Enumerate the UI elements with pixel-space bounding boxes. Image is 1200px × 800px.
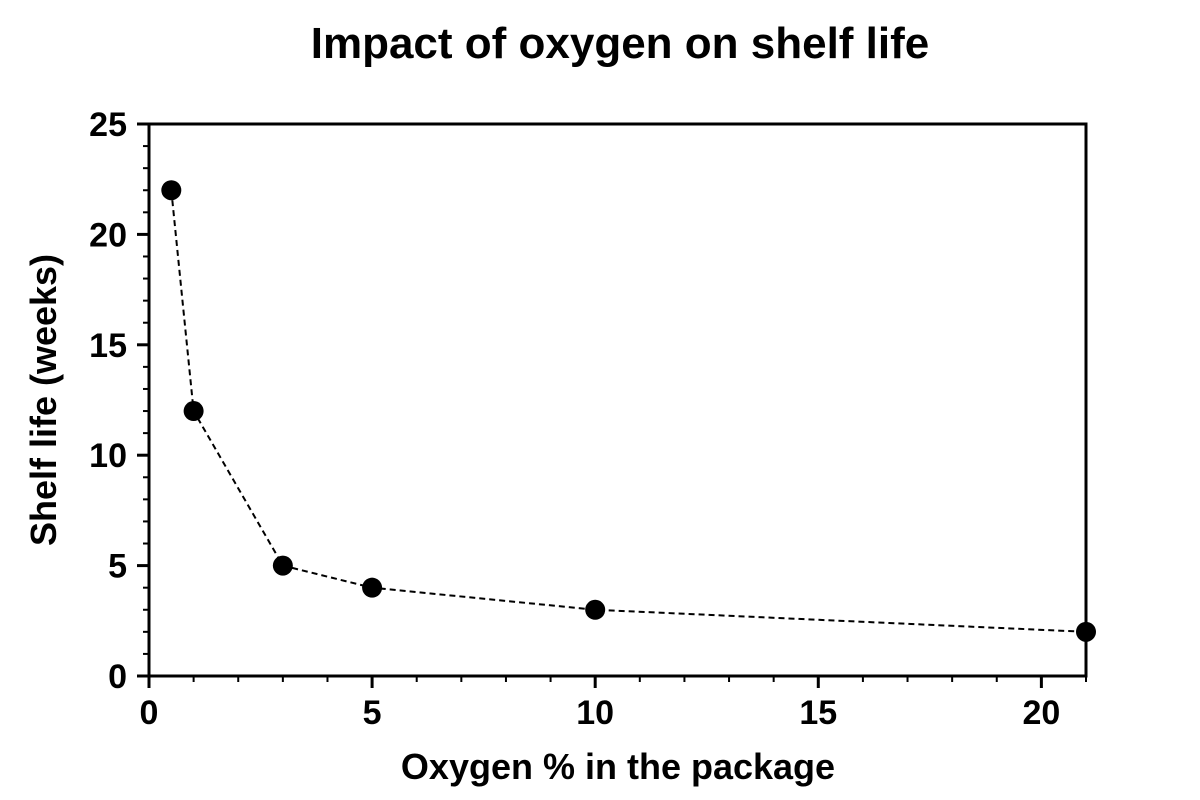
data-point xyxy=(585,599,606,620)
y-tick-label: 5 xyxy=(108,548,127,586)
x-tick-label: 20 xyxy=(1022,694,1060,732)
x-axis-label: Oxygen % in the package xyxy=(401,746,835,787)
plot-frame xyxy=(147,122,1088,678)
minor-ticks xyxy=(143,145,1087,682)
x-tick-label: 0 xyxy=(140,694,159,732)
data-point xyxy=(161,180,182,201)
y-tick-label: 15 xyxy=(89,327,127,365)
data-point xyxy=(362,577,383,598)
chart-title: Impact of oxygen on shelf life xyxy=(311,19,930,68)
x-tick-label: 5 xyxy=(363,694,382,732)
x-tick-label: 10 xyxy=(576,694,614,732)
y-tick-label: 25 xyxy=(89,106,127,144)
data-point xyxy=(272,555,293,576)
y-axis-label: Shelf life (weeks) xyxy=(23,254,64,546)
data-point xyxy=(183,401,204,422)
series-lines xyxy=(170,190,1087,633)
x-tick-label: 15 xyxy=(799,694,837,732)
data-points xyxy=(161,180,1096,642)
series-line xyxy=(170,190,1087,633)
y-tick-label: 20 xyxy=(89,216,127,254)
major-ticks xyxy=(137,122,1043,688)
tick-labels: 0 5 10 15 20 0 5 10 15 20 25 xyxy=(89,106,1060,732)
y-tick-label: 10 xyxy=(89,437,127,475)
data-point xyxy=(1076,621,1096,642)
y-tick-label: 0 xyxy=(108,658,127,696)
